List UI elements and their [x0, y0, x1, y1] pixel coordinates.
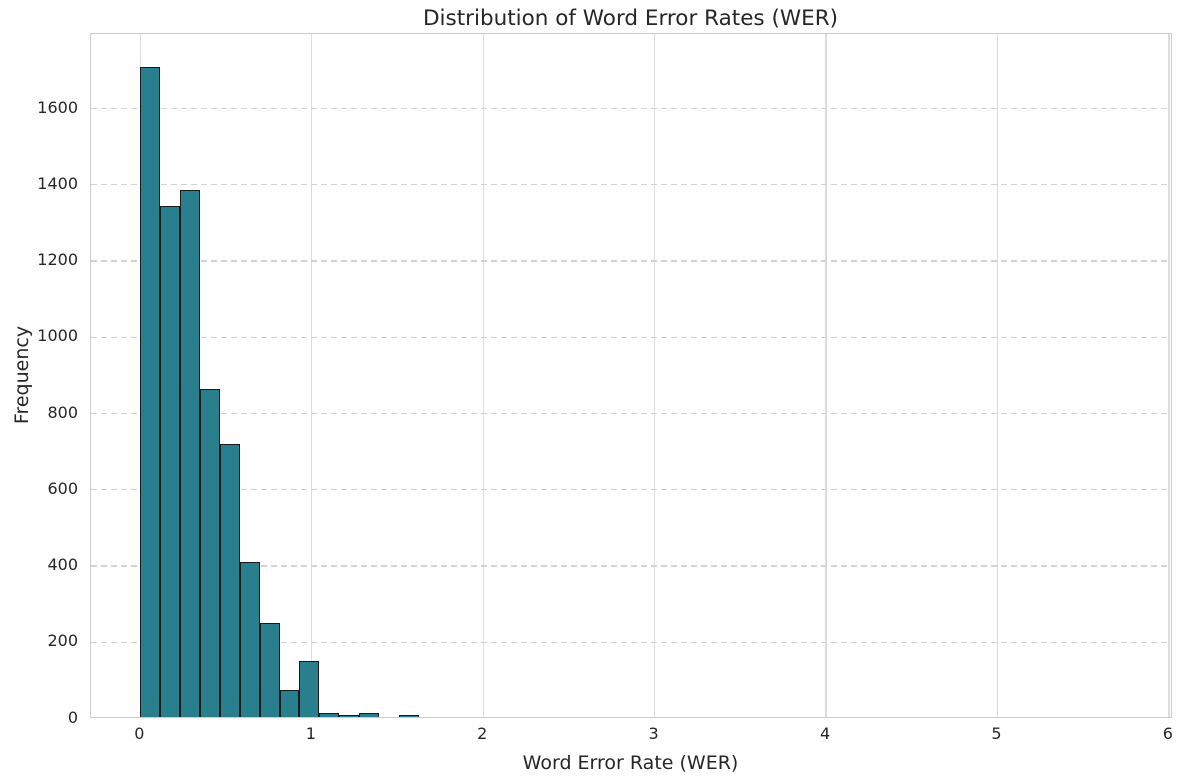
histogram-bar: [140, 66, 161, 717]
vertical-gridline: [311, 33, 313, 717]
plot-area: [89, 32, 1172, 718]
vertical-gridline: [825, 33, 827, 717]
x-tick-label: 3: [648, 724, 659, 743]
horizontal-gridline: [90, 641, 1171, 643]
histogram-bar: [239, 561, 260, 717]
histogram-bar: [398, 714, 419, 717]
y-tick-label: 1200: [37, 250, 78, 270]
y-tick-label: 0: [67, 707, 78, 727]
histogram-bar: [359, 713, 379, 717]
vertical-gridline: [653, 33, 656, 717]
horizontal-gridline: [90, 565, 1171, 567]
vertical-gridline: [1168, 33, 1170, 717]
y-tick-label: 400: [47, 555, 78, 575]
histogram-bar: [259, 623, 280, 717]
horizontal-gridline: [90, 412, 1171, 415]
y-tick-label: 1000: [37, 326, 78, 346]
vertical-gridline: [996, 33, 999, 717]
horizontal-gridline: [90, 489, 1171, 491]
x-tick-label: 5: [991, 724, 1002, 743]
x-tick-label: 2: [477, 724, 488, 743]
histogram-bar: [339, 715, 360, 717]
horizontal-gridline: [90, 107, 1171, 110]
horizontal-gridline: [90, 184, 1171, 186]
y-tick-label: 600: [47, 478, 78, 498]
x-tick-label: 4: [819, 724, 831, 743]
horizontal-gridline: [90, 336, 1171, 338]
histogram-bar: [180, 190, 201, 717]
histogram-bar: [200, 389, 220, 717]
histogram-bar: [219, 444, 240, 717]
x-tick-label: 1: [305, 724, 316, 743]
x-axis-label: Word Error Rate (WER): [522, 752, 739, 774]
histogram-bar: [299, 661, 320, 717]
y-tick-label: 1400: [37, 173, 78, 193]
histogram-bar: [279, 689, 300, 717]
x-tick-label: 6: [1162, 724, 1173, 743]
histogram-bar: [319, 713, 340, 717]
histogram-bar: [160, 205, 181, 717]
horizontal-gridline: [90, 260, 1171, 262]
y-tick-label: 200: [47, 631, 78, 651]
x-tick-label: 0: [134, 724, 145, 743]
y-tick-label: 800: [47, 402, 78, 422]
vertical-gridline: [482, 33, 484, 717]
y-tick-label: 1600: [37, 97, 78, 117]
vertical-gridline: [139, 33, 142, 717]
chart-title: Distribution of Word Error Rates (WER): [422, 6, 839, 31]
